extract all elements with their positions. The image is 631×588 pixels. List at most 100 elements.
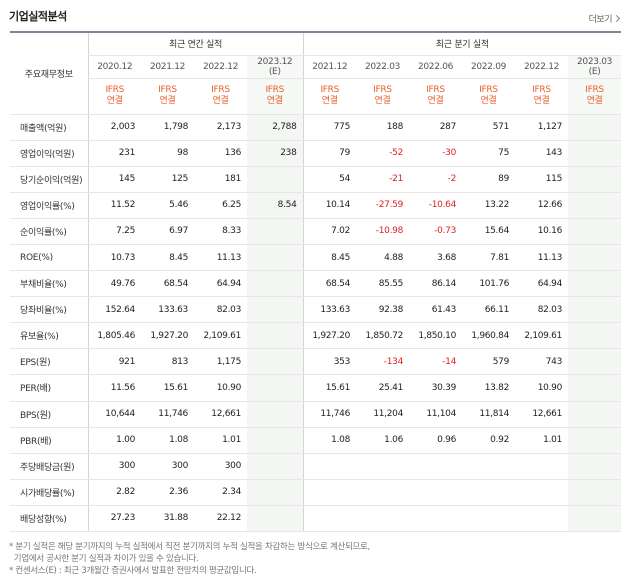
quarter-cell: 13.82 (462, 374, 516, 402)
quarter-cell (302, 479, 357, 506)
annual-cell (247, 427, 304, 454)
annual-cell (247, 296, 304, 324)
accounting-standard: IFRS 연결 (462, 78, 516, 115)
annual-cell: 813 (141, 348, 194, 376)
quarter-cell: 353 (302, 348, 357, 376)
quarter-cell: 115 (515, 166, 569, 193)
estimate-marker: (E) (268, 66, 281, 77)
footnote: * 분기 실적은 해당 분기까지의 누적 실적에서 직전 분기까지의 누적 실적… (9, 542, 370, 552)
annual-cell: 2.34 (194, 479, 247, 506)
quarter-cell: 7.02 (302, 218, 357, 245)
quarter-cell: 13.22 (462, 191, 516, 219)
consolidated-label: 연결 (427, 96, 444, 106)
quarter-cell: 143 (515, 140, 569, 167)
quarter-group-header: 최근 분기 실적 (302, 31, 622, 56)
consolidated-label: 연결 (212, 96, 229, 106)
annual-cell: 98 (141, 140, 194, 167)
ifrs-label: IFRS (158, 85, 177, 95)
consolidated-label: 연결 (533, 96, 550, 106)
footnote: 기업에서 공시한 분기 실적과 차이가 있을 수 있습니다. (9, 554, 199, 564)
annual-cell (247, 270, 304, 298)
quarter-cell (568, 322, 622, 350)
quarter-cell: 92.38 (356, 296, 410, 324)
annual-cell: 8.45 (141, 244, 194, 272)
period-header: 2021.12 (302, 55, 357, 79)
annual-cell: 22.12 (194, 505, 247, 533)
annual-cell: 1.00 (87, 427, 141, 454)
period-header: 2022.12 (515, 55, 569, 79)
more-link[interactable]: 더보기 (588, 12, 621, 25)
ifrs-label: IFRS (373, 85, 392, 95)
quarter-cell: 66.11 (462, 296, 516, 324)
period-label: 2022.12 (202, 61, 239, 72)
accounting-standard: IFRS 연결 (194, 78, 247, 115)
quarter-cell (409, 479, 463, 506)
accounting-standard: IFRS 연결 (409, 78, 463, 115)
quarter-cell: 61.43 (409, 296, 463, 324)
annual-cell: 11.56 (87, 374, 141, 402)
quarter-cell (568, 427, 622, 454)
row-label: 시가배당률(%) (10, 479, 88, 506)
annual-cell: 1,175 (194, 348, 247, 376)
quarter-cell (568, 348, 622, 376)
quarter-cell: 11,746 (302, 401, 357, 428)
quarter-cell: 10.16 (515, 218, 569, 245)
quarter-cell: 11,104 (409, 401, 463, 428)
ifrs-label: IFRS (320, 85, 340, 95)
quarter-cell: 287 (409, 114, 463, 141)
quarter-cell (356, 479, 410, 506)
quarter-cell: 75 (462, 140, 516, 167)
quarter-cell (568, 114, 622, 141)
more-label: 더보기 (588, 15, 613, 25)
annual-cell (247, 401, 304, 428)
quarter-cell: 89 (462, 166, 516, 193)
period-label: 2021.12 (312, 61, 348, 72)
annual-cell: 11.52 (87, 191, 141, 219)
table-row: 부채비율(%) 49.76 68.54 64.94 68.54 85.55 86.14 101… (10, 270, 622, 298)
row-label: PER(배) (10, 374, 88, 402)
table-row: 당기순이익(억원) 145 125 181 54 -21 -2 89 115 (10, 166, 622, 193)
annual-cell (247, 218, 304, 245)
period-label: 2022.09 (470, 61, 507, 72)
annual-cell: 133.63 (141, 296, 194, 324)
quarter-cell: 30.39 (409, 374, 463, 402)
consolidated-label: 연결 (321, 96, 338, 106)
quarter-cell: -52 (356, 140, 410, 167)
quarter-cell (568, 218, 622, 245)
quarter-cell (515, 505, 569, 533)
annual-cell: 12,661 (194, 401, 247, 428)
quarter-cell: 579 (462, 348, 516, 376)
quarter-cell (515, 452, 569, 480)
quarter-cell (568, 244, 622, 272)
period-label: 2023.03 (576, 56, 613, 67)
quarter-cell: 1.01 (515, 427, 569, 454)
row-label: BPS(원) (10, 401, 88, 428)
quarter-cell (568, 191, 622, 219)
quarter-cell (409, 505, 463, 533)
section-title: 기업실적분석 (9, 10, 67, 23)
annual-cell: 11.13 (194, 244, 247, 272)
table-row: ROE(%) 10.73 8.45 11.13 8.45 4.88 3.68 7.81 11.1… (10, 244, 622, 272)
annual-cell: 1,805.46 (87, 322, 141, 350)
table-row: 당좌비율(%) 152.64 133.63 82.03 133.63 92.38 61.43… (10, 296, 622, 324)
quarter-cell: -21 (356, 166, 410, 193)
quarter-cell: -27.59 (356, 191, 410, 219)
annual-cell: 181 (194, 166, 247, 193)
quarter-cell (568, 166, 622, 193)
quarter-cell: 188 (356, 114, 410, 141)
chevron-right-icon (612, 14, 621, 23)
period-label: 2022.06 (417, 61, 454, 72)
period-header: 2022.03 (356, 55, 410, 79)
row-label-title: 주요재무정보 (10, 31, 88, 115)
consolidated-label: 연결 (374, 96, 391, 106)
annual-cell: 31.88 (141, 505, 194, 533)
quarter-cell: 82.03 (515, 296, 569, 324)
financial-table: 주요재무정보 최근 연간 실적 최근 분기 실적 2020.12 2021.12 2… (10, 31, 622, 533)
quarter-cell: -14 (409, 348, 463, 376)
quarter-cell (302, 505, 357, 533)
annual-cell: 152.64 (87, 296, 141, 324)
quarter-cell: 85.55 (356, 270, 410, 298)
ifrs-label: IFRS (265, 85, 285, 95)
annual-cell: 8.33 (194, 218, 247, 245)
accounting-standard: IFRS 연결 (302, 78, 357, 115)
